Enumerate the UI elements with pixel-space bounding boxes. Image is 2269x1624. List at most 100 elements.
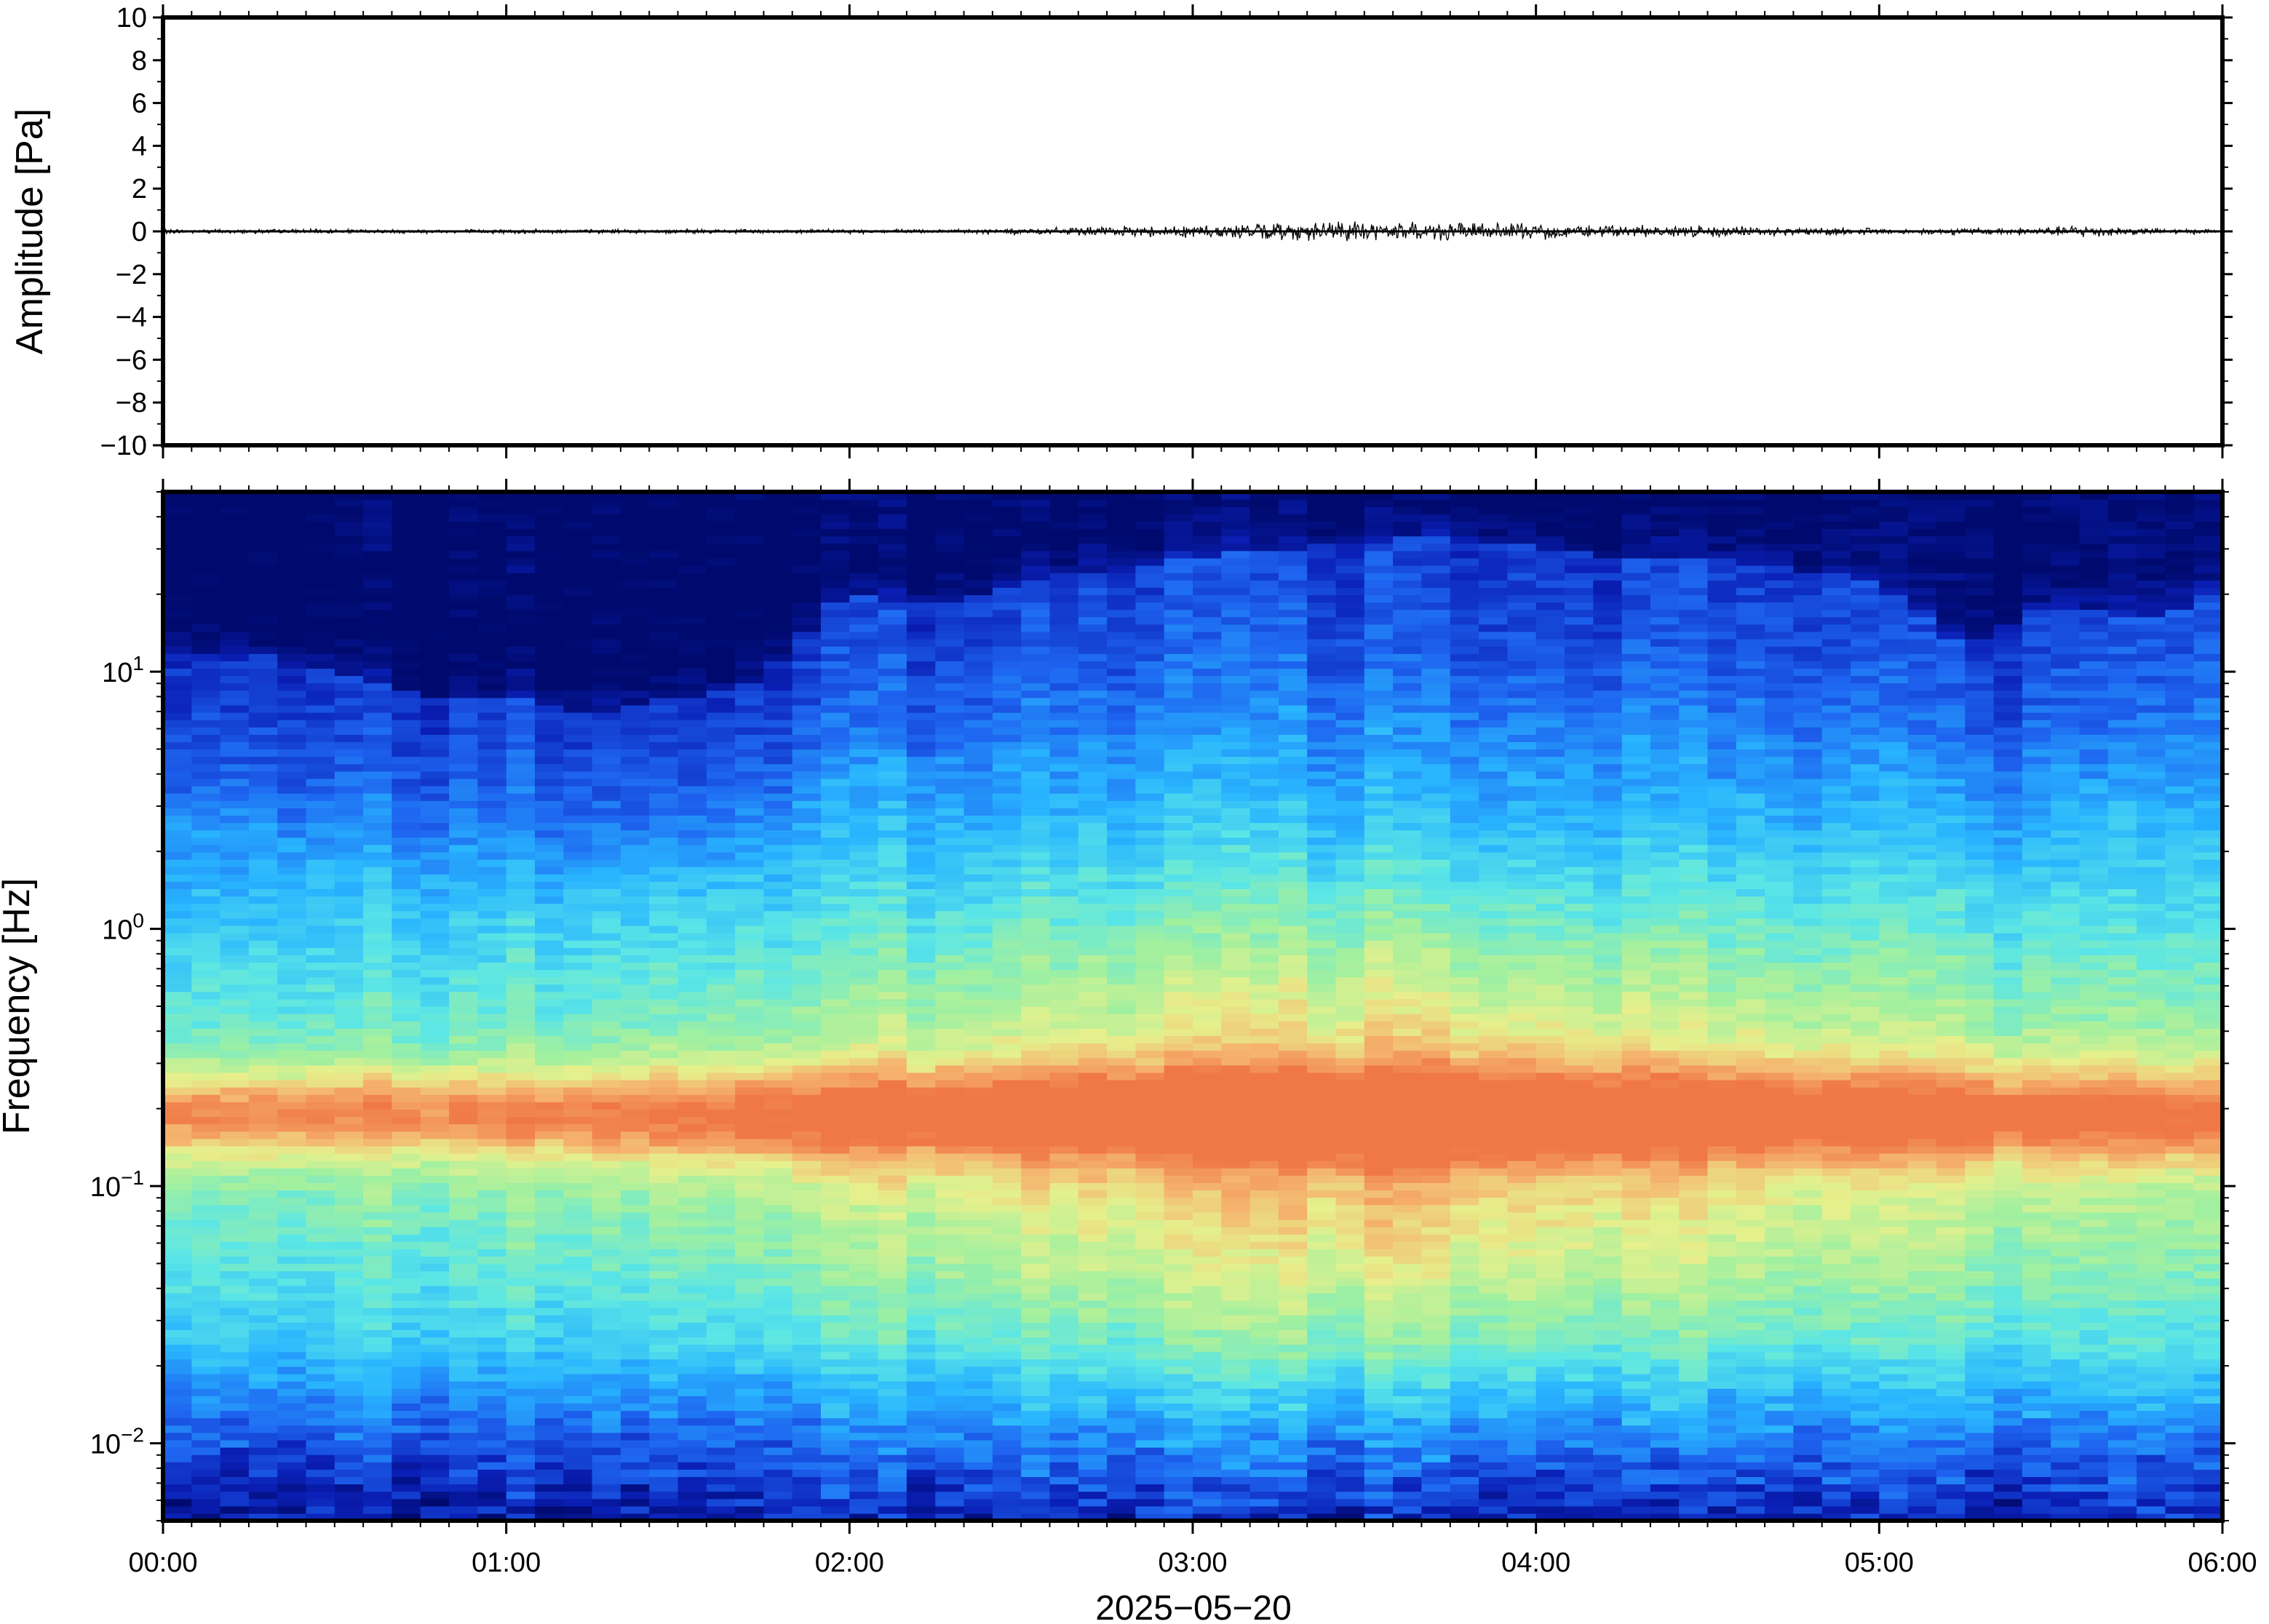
spectrogram-cell [906,720,936,728]
spectrogram-cell [935,1080,965,1088]
spectrogram-cell [449,1234,478,1242]
spectrogram-cell [363,1358,392,1367]
spectrogram-cell [821,1322,850,1330]
spectrogram-cell [191,1241,221,1249]
spectrogram-cell [620,1043,650,1051]
spectrogram-cell [763,969,793,978]
spectrogram-cell [163,910,192,919]
spectrogram-cell [220,1381,250,1389]
spectrogram-cell [420,668,450,677]
spectrogram-cell [792,1153,822,1161]
spectrogram-cell [992,1396,1022,1404]
spectrogram-cell [706,1358,736,1367]
spectrogram-cell [878,1351,907,1360]
spectrogram-cell [735,1396,764,1404]
spectrogram-cell [363,867,392,875]
spectrogram-cell [849,1292,879,1301]
spectrogram-cell [1078,1322,1108,1330]
spectrogram-cell [477,690,507,698]
spectrogram-cell [306,1094,335,1102]
spectrogram-cell [535,1087,564,1095]
spectrogram-cell [506,851,536,860]
spectrogram-cell [963,1190,993,1198]
spectrogram-cell [677,1123,707,1132]
spectrogram-cell [963,1469,993,1477]
spectrogram-cell [849,1241,879,1249]
spectrogram-cell [477,969,507,978]
spectrogram-cell [992,778,1022,787]
spectrogram-cell [963,1498,993,1507]
spectrogram-cell [792,1094,822,1102]
spectrogram-cell [163,720,192,728]
spectrogram-cell [563,998,593,1007]
spectrogram-cell [706,492,736,500]
spectrogram-cell [506,712,536,720]
spectrogram-cell [1049,837,1079,845]
spectrogram-cell [506,1388,536,1396]
spectrogram-cell [191,1197,221,1206]
spectrogram-cell [163,712,192,720]
spectrogram-cell [392,1131,421,1139]
spectrogram-cell [563,1300,593,1308]
spectrogram-cell [821,1094,850,1102]
spectrogram-cell [963,1028,993,1036]
spectrogram-cell [649,1329,679,1338]
spectrogram-cell [763,661,793,669]
spectrogram-cell [392,947,421,955]
spectrogram-cell [992,536,1022,544]
spectrogram-cell [477,1197,507,1206]
spectrogram-cell [963,587,993,595]
spectrogram-cell [792,1145,822,1154]
spectrogram-cell [248,1505,278,1514]
spectrogram-cell [677,1064,707,1073]
spectrogram-cell [906,1219,936,1227]
spectrogram-heatmap [163,492,2222,1521]
spectrogram-cell [392,1021,421,1029]
spectrogram-cell [563,506,593,514]
spectrogram-cell [1021,550,1051,559]
spectrogram-cell [992,1388,1022,1396]
spectrogram-cell [535,682,564,691]
spectrogram-cell [1107,1014,1136,1022]
spectrogram-cell [935,1307,965,1315]
spectrogram-cell [420,506,450,514]
spectrogram-cell [677,1403,707,1412]
spectrogram-cell [935,829,965,838]
spectrogram-cell [992,756,1022,765]
spectrogram-cell [1049,514,1079,522]
spectrogram-cell [592,587,621,595]
spectrogram-cell [535,778,564,787]
spectrogram-cell [392,602,421,610]
spectrogram-cell [535,1035,564,1044]
spectrogram-cell [677,1087,707,1095]
spectrogram-cell [1135,1505,1165,1514]
spectrogram-cell [191,499,221,507]
spectrogram-cell [334,991,364,1000]
spectrogram-cell [906,1469,936,1477]
spectrogram-cell [849,712,879,720]
spectrogram-cell [1107,1374,1136,1382]
spectrogram-cell [420,925,450,934]
spectrogram-cell [535,1307,564,1315]
spectrogram-cell [677,720,707,728]
spectrogram-cell [963,697,993,706]
spectrogram-cell [248,661,278,669]
spectrogram-cell [649,984,679,992]
spectrogram-cell [1049,867,1079,875]
spectrogram-cell [535,1374,564,1382]
spectrogram-cell [220,543,250,552]
spectrogram-cell [735,910,764,919]
spectrogram-cell [821,704,850,713]
spectrogram-cell [477,1249,507,1257]
spectrogram-cell [992,1263,1022,1272]
amplitude-tick-label: 4 [132,131,147,162]
spectrogram-cell [163,763,192,772]
spectrogram-cell [306,1145,335,1154]
spectrogram-cell [1049,1190,1079,1198]
spectrogram-cell [735,602,764,610]
spectrogram-cell [477,1307,507,1315]
spectrogram-cell [392,1116,421,1125]
spectrogram-cell [449,1138,478,1147]
spectrogram-cell [563,1211,593,1220]
spectrogram-cell [821,998,850,1007]
